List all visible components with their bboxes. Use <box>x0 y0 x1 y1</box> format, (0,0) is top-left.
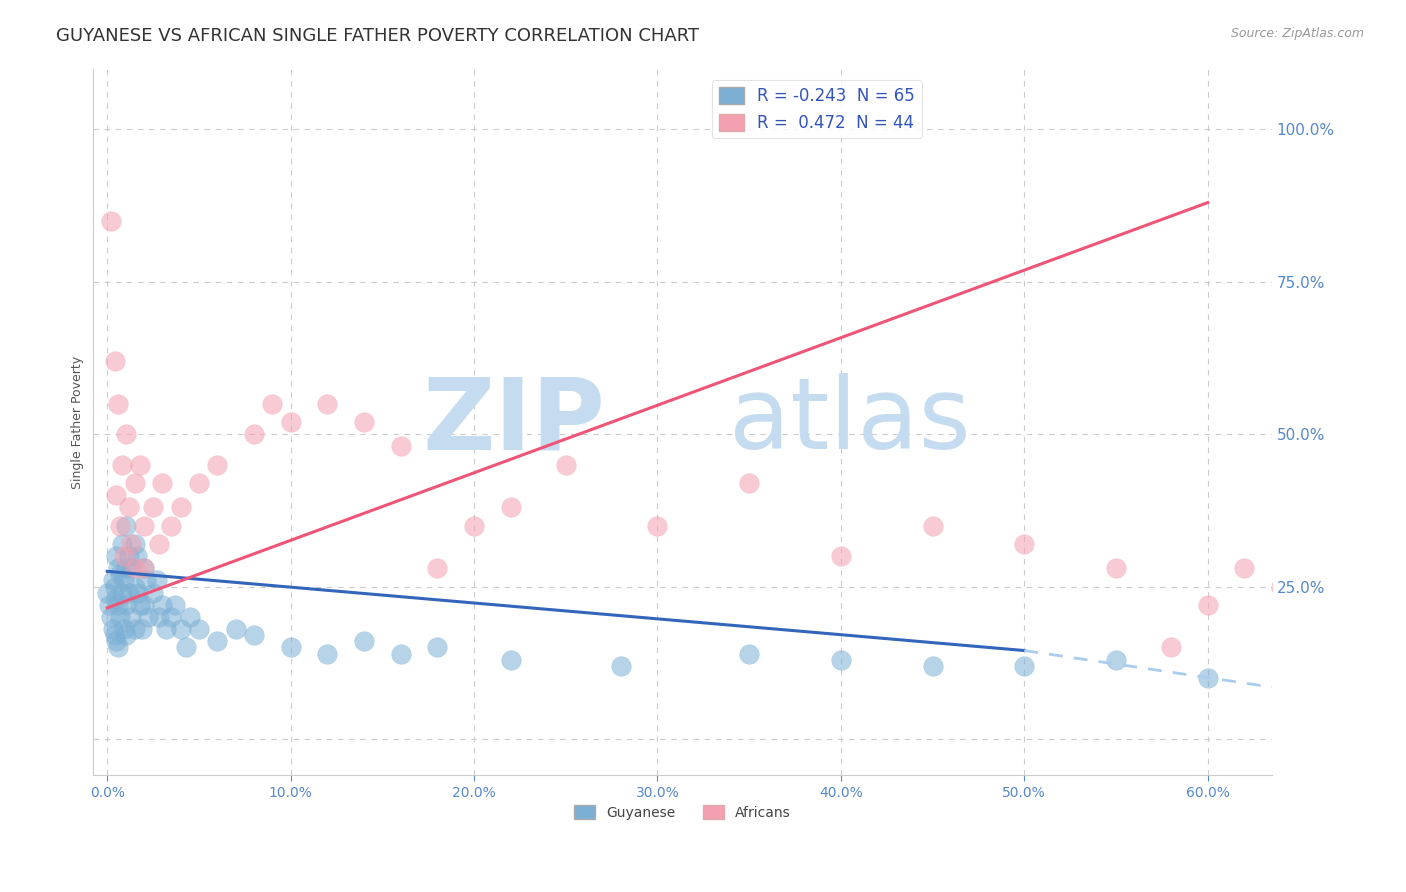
Point <box>160 518 183 533</box>
Point <box>114 598 136 612</box>
Point <box>316 647 339 661</box>
Point <box>118 549 141 563</box>
Point <box>142 585 165 599</box>
Point <box>1160 640 1182 655</box>
Point <box>132 518 155 533</box>
Point <box>280 415 302 429</box>
Point <box>169 500 191 515</box>
Point <box>132 561 155 575</box>
Point <box>129 458 152 472</box>
Point <box>108 610 131 624</box>
Point <box>426 561 449 575</box>
Point <box>120 610 142 624</box>
Point <box>105 591 128 606</box>
Point <box>114 427 136 442</box>
Point <box>103 580 125 594</box>
Point <box>353 415 375 429</box>
Point <box>738 647 761 661</box>
Point <box>127 585 149 599</box>
Point <box>389 439 412 453</box>
Point <box>118 585 141 599</box>
Point <box>499 500 522 515</box>
Point <box>554 458 576 472</box>
Text: GUYANESE VS AFRICAN SINGLE FATHER POVERTY CORRELATION CHART: GUYANESE VS AFRICAN SINGLE FATHER POVERT… <box>56 27 699 45</box>
Point <box>108 518 131 533</box>
Point <box>112 574 135 588</box>
Point <box>1105 653 1128 667</box>
Point <box>120 561 142 575</box>
Point <box>160 610 183 624</box>
Point <box>111 458 134 472</box>
Point <box>148 610 170 624</box>
Point <box>921 658 943 673</box>
Point <box>105 549 128 563</box>
Point <box>124 475 146 490</box>
Point <box>148 537 170 551</box>
Point <box>830 549 852 563</box>
Point <box>1306 567 1329 582</box>
Point <box>107 561 129 575</box>
Text: atlas: atlas <box>730 374 972 470</box>
Point <box>101 574 124 588</box>
Point <box>179 610 201 624</box>
Point <box>463 518 485 533</box>
Point <box>225 622 247 636</box>
Point <box>921 518 943 533</box>
Point <box>353 634 375 648</box>
Point <box>98 598 121 612</box>
Point <box>1288 549 1310 563</box>
Point <box>610 658 633 673</box>
Point <box>207 634 229 648</box>
Point <box>118 500 141 515</box>
Point <box>389 647 412 661</box>
Point <box>188 475 211 490</box>
Point <box>105 634 128 648</box>
Point <box>107 598 129 612</box>
Legend: Guyanese, Africans: Guyanese, Africans <box>568 799 796 825</box>
Point <box>111 537 134 551</box>
Point <box>499 653 522 667</box>
Point <box>145 574 167 588</box>
Point <box>136 610 159 624</box>
Text: Source: ZipAtlas.com: Source: ZipAtlas.com <box>1230 27 1364 40</box>
Point <box>125 549 148 563</box>
Point <box>114 518 136 533</box>
Point <box>132 598 155 612</box>
Point <box>135 574 157 588</box>
Point <box>101 622 124 636</box>
Point <box>114 561 136 575</box>
Point <box>150 475 173 490</box>
Point <box>243 427 266 442</box>
Y-axis label: Single Father Poverty: Single Father Poverty <box>72 355 84 489</box>
Point <box>1270 580 1292 594</box>
Point <box>243 628 266 642</box>
Point <box>155 622 177 636</box>
Text: ZIP: ZIP <box>423 374 606 470</box>
Point <box>165 598 187 612</box>
Point <box>150 598 173 612</box>
Point <box>262 397 284 411</box>
Point <box>738 475 761 490</box>
Point <box>112 622 135 636</box>
Point <box>108 567 131 582</box>
Point <box>1014 658 1036 673</box>
Point <box>124 561 146 575</box>
Point <box>100 610 122 624</box>
Point <box>112 549 135 563</box>
Point <box>1233 561 1256 575</box>
Point <box>169 622 191 636</box>
Point <box>647 518 669 533</box>
Point <box>207 458 229 472</box>
Point <box>103 354 125 368</box>
Point <box>426 640 449 655</box>
Point <box>132 561 155 575</box>
Point <box>1197 671 1219 685</box>
Point <box>111 585 134 599</box>
Point <box>96 585 118 599</box>
Point <box>1197 598 1219 612</box>
Point <box>174 640 197 655</box>
Point <box>124 580 146 594</box>
Point <box>1014 537 1036 551</box>
Point <box>129 598 152 612</box>
